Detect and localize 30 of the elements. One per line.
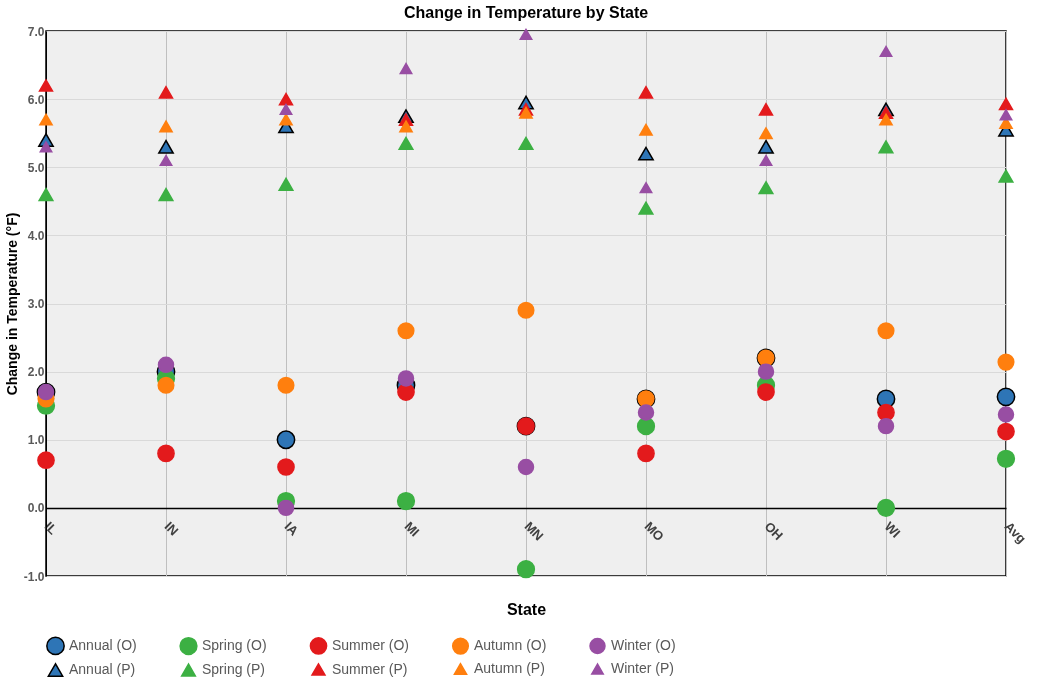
y-tick-label: 5.0 (27, 160, 45, 175)
y-tick-label: 3.0 (27, 297, 45, 311)
x-tick-label: OH (761, 518, 786, 544)
y-tick-label: 7.0 (27, 24, 45, 39)
y-tick-label: 4.0 (27, 228, 45, 243)
legend-label: Winter (O) (611, 637, 676, 653)
x-axis-title: State (506, 601, 547, 619)
x-tick-label: IN (161, 518, 182, 539)
x-tick-label: WI (881, 518, 904, 541)
legend-label: Spring (O) (202, 637, 267, 654)
chart-title: Change in Temperature by State (403, 4, 649, 21)
x-tick-label: MO (641, 518, 667, 545)
y-tick-label: 6.0 (27, 92, 45, 107)
legend-label: Summer (P) (332, 660, 408, 677)
legend-label: Spring (P) (202, 661, 266, 677)
x-tick-label: Avg (1001, 518, 1030, 547)
y-tick-label: 0.0 (27, 501, 45, 516)
y-axis-title: Change in Temperature (°F) (3, 212, 20, 396)
legend-label: Annual (O) (69, 636, 137, 653)
y-tick-label: -1.0 (23, 569, 45, 584)
x-tick-label: IA (281, 518, 302, 539)
y-tick-label: 2.0 (27, 365, 45, 380)
legend-label: Annual (P) (69, 661, 136, 677)
x-tick-label: MI (401, 518, 423, 540)
x-tick-label: MN (521, 518, 547, 544)
legend-label: Winter (P) (611, 660, 674, 676)
legend-label: Autumn (P) (474, 660, 545, 676)
y-tick-label: 1.0 (27, 433, 45, 448)
legend-label: Summer (O) (332, 636, 409, 653)
legend-label: Autumn (O) (474, 637, 547, 654)
